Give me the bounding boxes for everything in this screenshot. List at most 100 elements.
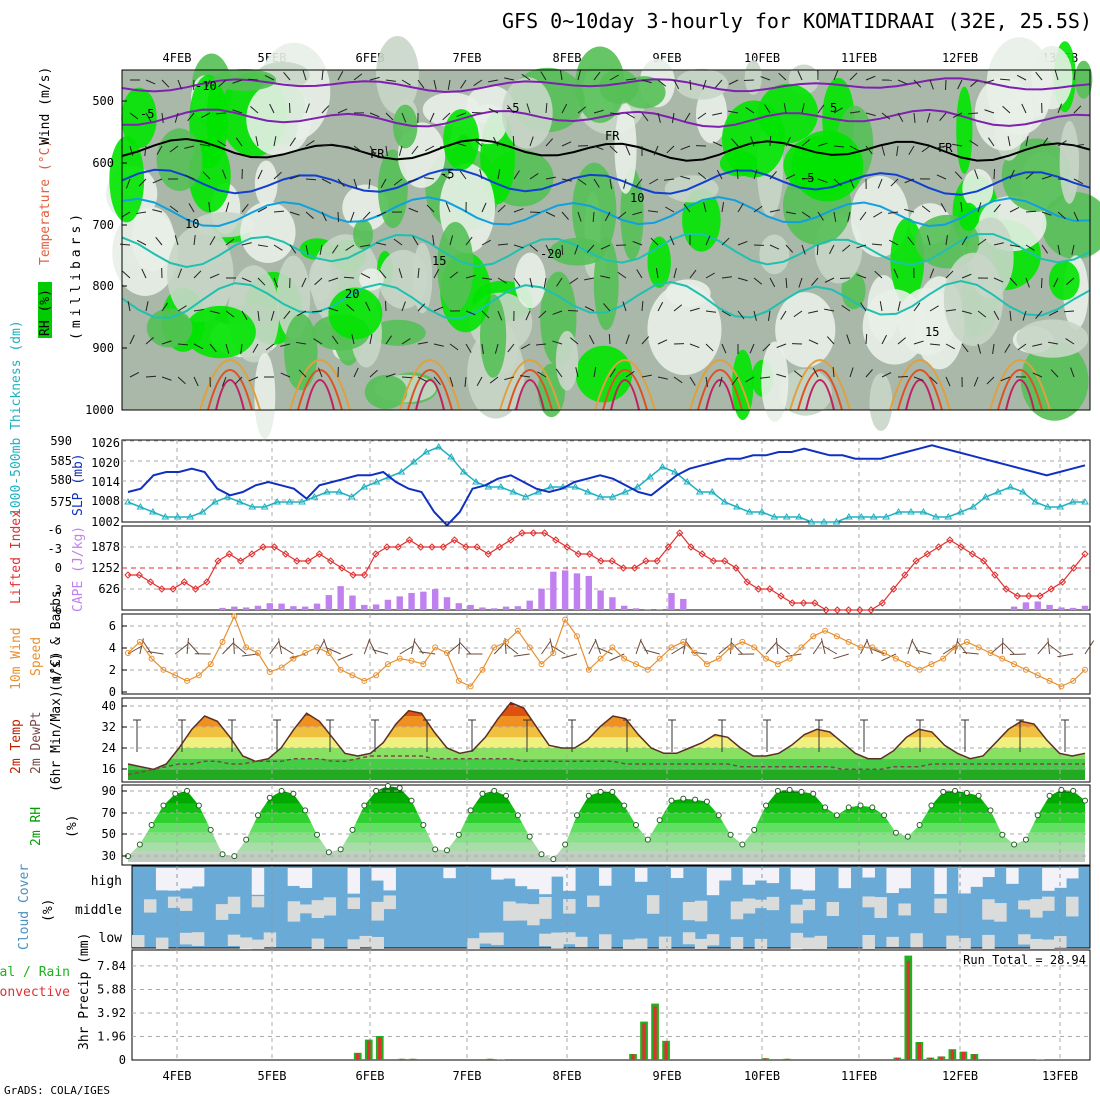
rh2m-point [349,826,356,833]
chart-title: GFS 0~10day 3-hourly for KOMATIDRAAI (32… [502,9,1092,33]
thickness-point [285,498,294,505]
wind-barb [401,301,406,312]
wind-barb [604,211,611,222]
cloud-unit: (%) [41,899,56,922]
cloud-label: Cloud Cover [17,864,32,950]
wind-barb [650,237,659,246]
cloud-high-block [167,868,181,891]
rh-blob [647,236,671,288]
wind-barb [767,310,771,321]
wind-barb [257,277,266,286]
wind-barb [465,310,476,316]
wind-barb [865,112,876,117]
wind-speed-point [514,627,521,634]
surface-heat-contour [507,369,553,411]
thickness-point [1056,503,1065,510]
cape-bar [585,575,592,610]
wind-barb [671,112,675,123]
cape-grid [122,526,1090,610]
cloud-mid-block [802,899,816,911]
contour-label: FR [370,147,385,161]
wind-barb [187,112,195,122]
wind-barb [545,176,556,180]
wind-barb [493,641,506,655]
wind-barb [536,343,547,346]
wind-speed-point [550,650,557,656]
wind-barb [1022,310,1027,321]
rh-blob [501,77,553,149]
wind-barb [369,76,380,81]
wind-barb [401,338,411,345]
wind-barb [719,376,723,387]
cape-bar [325,595,333,610]
wind-speed-point [715,655,722,662]
wind-barb [974,169,979,180]
wind-barb [653,145,659,156]
rh2m-point [703,798,710,805]
cloud-high-block [1006,868,1019,884]
wind-barb [811,277,819,286]
wind-barb [174,643,189,655]
wind-barb [273,244,283,251]
wind-barb [177,268,183,279]
tick-label: 900 [92,341,114,355]
cloud-mid-block [790,904,804,924]
thickness-point [148,508,157,515]
wind-barb [817,142,828,147]
rh-blob [206,79,224,159]
wind-barb [127,301,131,312]
lifted-index-point [653,557,661,565]
thickness-point [633,483,642,490]
cloud-low-block [958,938,971,951]
wind-barb [609,145,618,154]
cape-tick: 626 [98,582,120,596]
lifted-index-point [946,536,954,544]
wind-speed-point [916,666,923,673]
wind-barb [177,305,187,312]
rh-blob [1048,260,1080,301]
cape-bar [1010,606,1018,610]
wind-barb [609,368,616,378]
rh2m-ticks: 90 70 50 30 [102,784,127,863]
wind-barb [577,70,581,81]
cloud-low-block [599,934,612,949]
wind-barb [697,172,707,180]
wind-barb [376,211,387,217]
wind-barb [545,211,556,217]
wind-barb [826,336,835,345]
cloud-low-block [982,934,995,951]
top-date-label: 4FEB [163,51,192,65]
cape-bar [491,608,498,610]
wind10m-barbs [127,637,1095,662]
rh-blob [744,60,762,95]
wind-speed-point [148,655,155,662]
precip-conv-bar [642,1023,646,1060]
wind-barb [279,645,294,655]
wind-barb [833,107,843,114]
top-date-label: 12FEB [942,51,978,65]
wind-barb [749,343,755,354]
wind-barb [849,111,860,114]
rh-blob [647,283,722,376]
wind-barb [369,369,378,378]
rh-blob [1020,340,1089,421]
wind-barb [398,145,403,156]
wind-barb [1001,637,1004,655]
wind-barb [904,208,915,213]
wind-barb [1057,103,1063,114]
wind-barb [273,210,285,213]
wind-barb [257,206,268,213]
rh2m-point [999,831,1006,838]
cloud-mid-block [1018,900,1031,910]
temperature-contour [121,168,1091,196]
wind-barb [665,206,675,213]
wind-speed-point [692,650,699,656]
wind-ticks: 6 4 2 0 [109,619,127,699]
wind-barb [351,334,355,345]
surface-heat-contour [689,359,751,411]
wind-barb [541,640,552,655]
wind-speed-point [597,655,604,662]
wind-barb [129,145,134,156]
wind-barb [488,79,499,83]
lifted-index-point [619,564,628,572]
